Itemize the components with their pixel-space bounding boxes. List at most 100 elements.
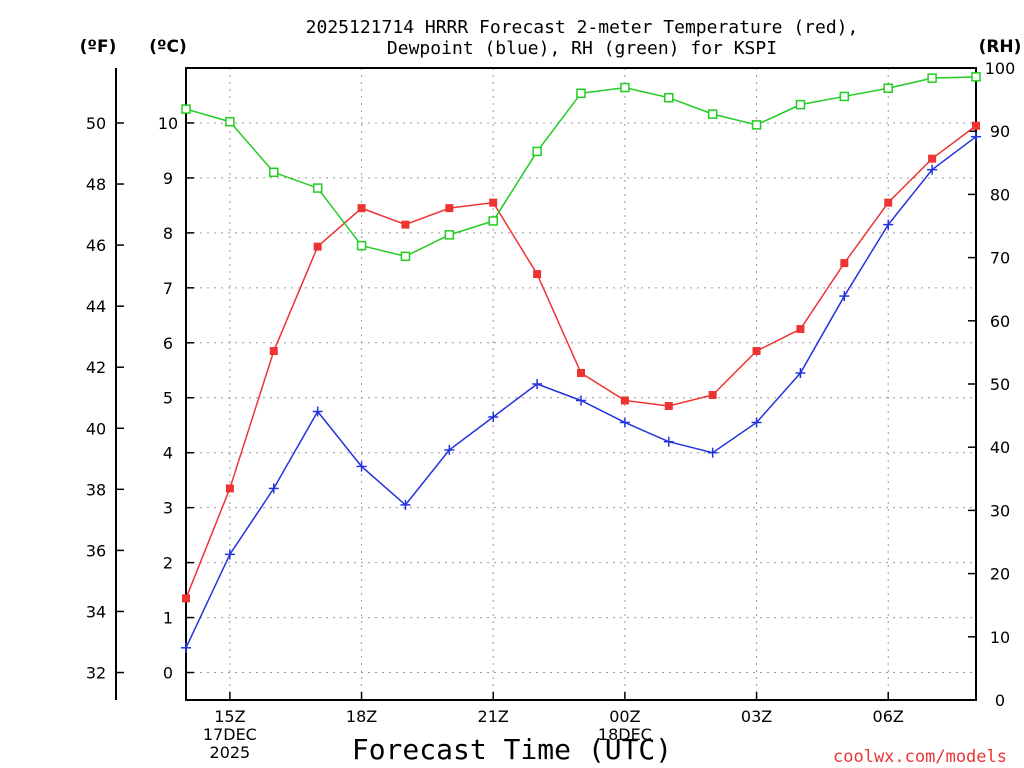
2-meter-temperature-point (182, 594, 190, 603)
fahrenheit-tick-label: 44 (86, 297, 106, 316)
celsius-tick-label: 7 (163, 279, 173, 298)
2-meter-temperature-point (357, 204, 366, 213)
fahrenheit-tick-label: 50 (86, 114, 106, 133)
2-meter-temperature-line (185, 125, 977, 599)
dewpoint-point (400, 499, 411, 510)
rh-point (664, 92, 674, 103)
x-tick-label: 2025 (210, 743, 251, 762)
rh-tick-label: 40 (990, 438, 1010, 457)
fahrenheit-tick-label: 46 (86, 236, 106, 255)
rh-tick-label: 70 (990, 249, 1010, 268)
rh-point (444, 230, 455, 240)
celsius-tick-label: 6 (163, 334, 173, 353)
celsius-tick-label: 9 (163, 169, 173, 188)
x-tick-label: 18Z (346, 707, 377, 726)
2-meter-temperature-point (225, 484, 234, 493)
fahrenheit-unit-label: (ºF) (80, 37, 117, 57)
2-meter-temperature-point (928, 154, 937, 163)
dewpoint-point (488, 411, 499, 422)
dewpoint-point (576, 395, 586, 406)
dewpoint-point (751, 417, 762, 428)
celsius-tick-label: 10 (158, 114, 178, 133)
fahrenheit-tick-label: 34 (86, 602, 106, 621)
2-meter-temperature-point (884, 198, 893, 207)
rh-point (795, 99, 806, 110)
dewpoint-point (663, 436, 674, 447)
fahrenheit-tick-label: 36 (86, 541, 106, 560)
chart-title: 2025121714 HRRR Forecast 2-meter Tempera… (306, 17, 859, 38)
celsius-tick-label: 1 (163, 609, 173, 628)
rh-tick-label: 50 (990, 375, 1010, 394)
rh-tick-label: 80 (990, 185, 1010, 204)
rh-point (400, 251, 411, 262)
2-meter-temperature-point (752, 347, 761, 356)
x-tick-label: 03Z (741, 707, 772, 726)
rh-point (971, 72, 981, 82)
fahrenheit-tick-label: 38 (86, 480, 106, 499)
rh-point (927, 73, 937, 83)
rh-tick-label: 10 (990, 628, 1010, 647)
dewpoint-point (356, 461, 367, 472)
2-meter-temperature-point (533, 270, 542, 279)
2-meter-temperature-point (489, 198, 498, 207)
celsius-tick-label: 0 (163, 664, 173, 683)
rh-tick-label: 60 (990, 312, 1010, 331)
2-meter-temperature-point (577, 369, 585, 378)
dewpoint-point (312, 406, 323, 417)
x-tick-label: 06Z (873, 707, 904, 726)
x-tick-label: 17DEC (203, 725, 257, 744)
series-layer (181, 72, 981, 653)
grid (186, 68, 976, 700)
rh-tick-label: 20 (990, 565, 1010, 584)
2-meter-temperature-point (445, 204, 454, 213)
rh-tick-label: 90 (990, 122, 1010, 141)
rh-point (883, 83, 893, 93)
rh-point (620, 82, 630, 93)
x-tick-label: 00Z (609, 707, 640, 726)
x-tick-label: 18DEC (598, 725, 652, 744)
rh-unit-label: (RH) (979, 37, 1022, 57)
2-meter-temperature-point (972, 121, 980, 130)
dewpoint-line (185, 136, 977, 649)
fahrenheit-tick-label: 40 (86, 419, 106, 438)
2-meter-temperature-point (708, 390, 717, 399)
dewpoint-point (268, 483, 279, 494)
dewpoint-point (883, 219, 894, 230)
x-tick-label: 15Z (214, 707, 245, 726)
dewpoint-point (224, 549, 235, 560)
2-meter-temperature-point (664, 401, 673, 410)
rh-point (269, 167, 279, 178)
dewpoint-point (927, 164, 938, 175)
rh-tick-label: 30 (990, 501, 1010, 520)
rh-point (488, 216, 498, 226)
2-meter-temperature-point (620, 396, 629, 405)
rh-point (181, 104, 191, 114)
rh-point (751, 120, 762, 130)
celsius-tick-label: 8 (163, 224, 173, 243)
fahrenheit-tick-label: 32 (86, 664, 106, 683)
x-axis-label: Forecast Time (UTC) (352, 733, 672, 766)
2-meter-temperature-point (269, 347, 278, 356)
dewpoint-point (181, 642, 191, 653)
2-meter-temperature-point (401, 220, 410, 229)
dewpoint-point (532, 379, 543, 389)
rh-tick-label: 100 (985, 59, 1016, 78)
fahrenheit-tick-label: 42 (86, 358, 106, 377)
rh-point (707, 109, 718, 119)
dewpoint-point (971, 131, 981, 142)
celsius-unit-label: (ºC) (149, 37, 187, 57)
rh-point (839, 91, 850, 102)
celsius-tick-label: 4 (163, 444, 173, 463)
plot-frame (185, 67, 977, 701)
rh-point (576, 88, 586, 99)
2-meter-temperature-point (313, 242, 322, 251)
rh-tick-label: 0 (995, 691, 1005, 710)
dewpoint-point (444, 444, 455, 455)
dewpoint-point (707, 447, 718, 458)
fahrenheit-tick-label: 48 (86, 175, 106, 194)
celsius-tick-label: 2 (163, 554, 173, 573)
x-tick-label: 21Z (478, 707, 509, 726)
celsius-tick-label: 3 (163, 499, 173, 518)
rh-point (225, 116, 235, 127)
